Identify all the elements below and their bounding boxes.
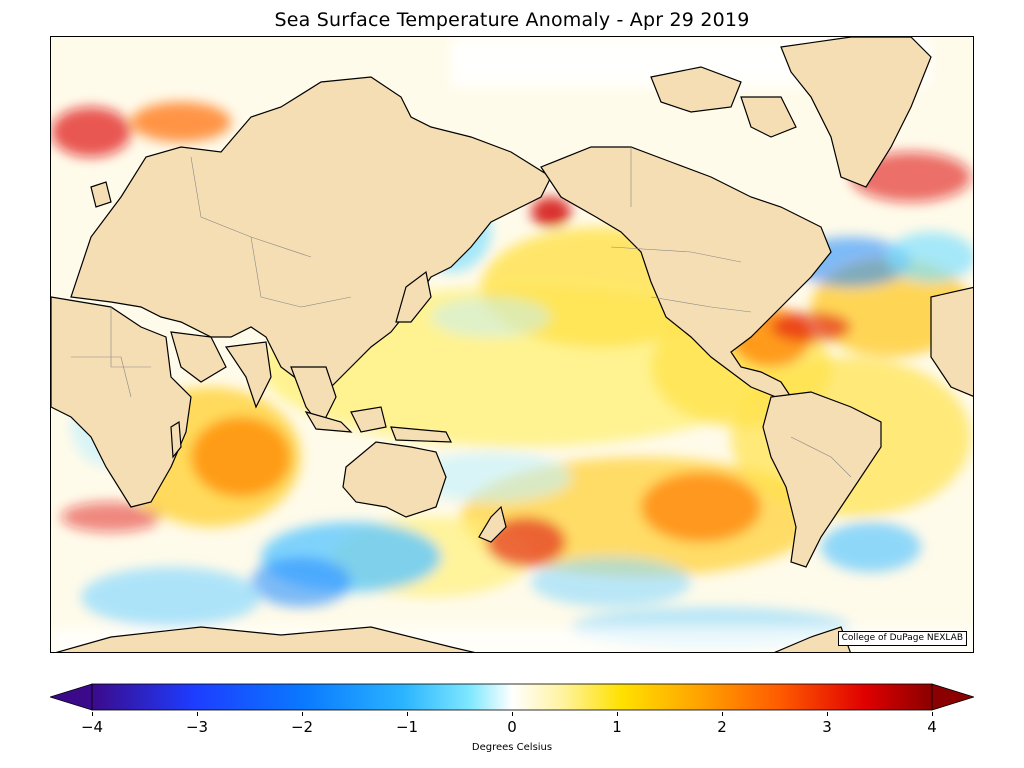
colorbar (50, 683, 974, 711)
colorbar-tickmark (407, 712, 408, 716)
colorbar-tick-label: 3 (822, 718, 832, 736)
sst-map: College of DuPage NEXLAB (50, 36, 974, 653)
colorbar-max-arrow (931, 683, 974, 711)
colorbar-tickmark (827, 712, 828, 716)
colorbar-tickmark (932, 712, 933, 716)
colorbar-tick-label: 0 (507, 718, 517, 736)
credit-label: College of DuPage NEXLAB (837, 631, 967, 646)
colorbar-tickmark (302, 712, 303, 716)
colorbar-min-arrow (50, 683, 93, 711)
colorbar-tick-label: −1 (395, 718, 419, 736)
land-layer (51, 37, 973, 652)
chart-title: Sea Surface Temperature Anomaly - Apr 29… (274, 9, 750, 31)
map-canvas (51, 37, 973, 652)
colorbar-tickmark (512, 712, 513, 716)
colorbar-tick-label: −4 (80, 718, 104, 736)
colorbar-tick-label: −3 (185, 718, 209, 736)
colorbar-label: Degrees Celsius (471, 742, 553, 753)
colorbar-tickmark (92, 712, 93, 716)
colorbar-tick-label: 2 (717, 718, 727, 736)
colorbar-tick-label: 1 (612, 718, 622, 736)
colorbar-gradient (91, 683, 933, 711)
colorbar-tick-label: −2 (290, 718, 314, 736)
border-layer (71, 147, 852, 478)
colorbar-tick-label: 4 (927, 718, 937, 736)
colorbar-tickmark (197, 712, 198, 716)
colorbar-tickmark (722, 712, 723, 716)
colorbar-tickmark (617, 712, 618, 716)
